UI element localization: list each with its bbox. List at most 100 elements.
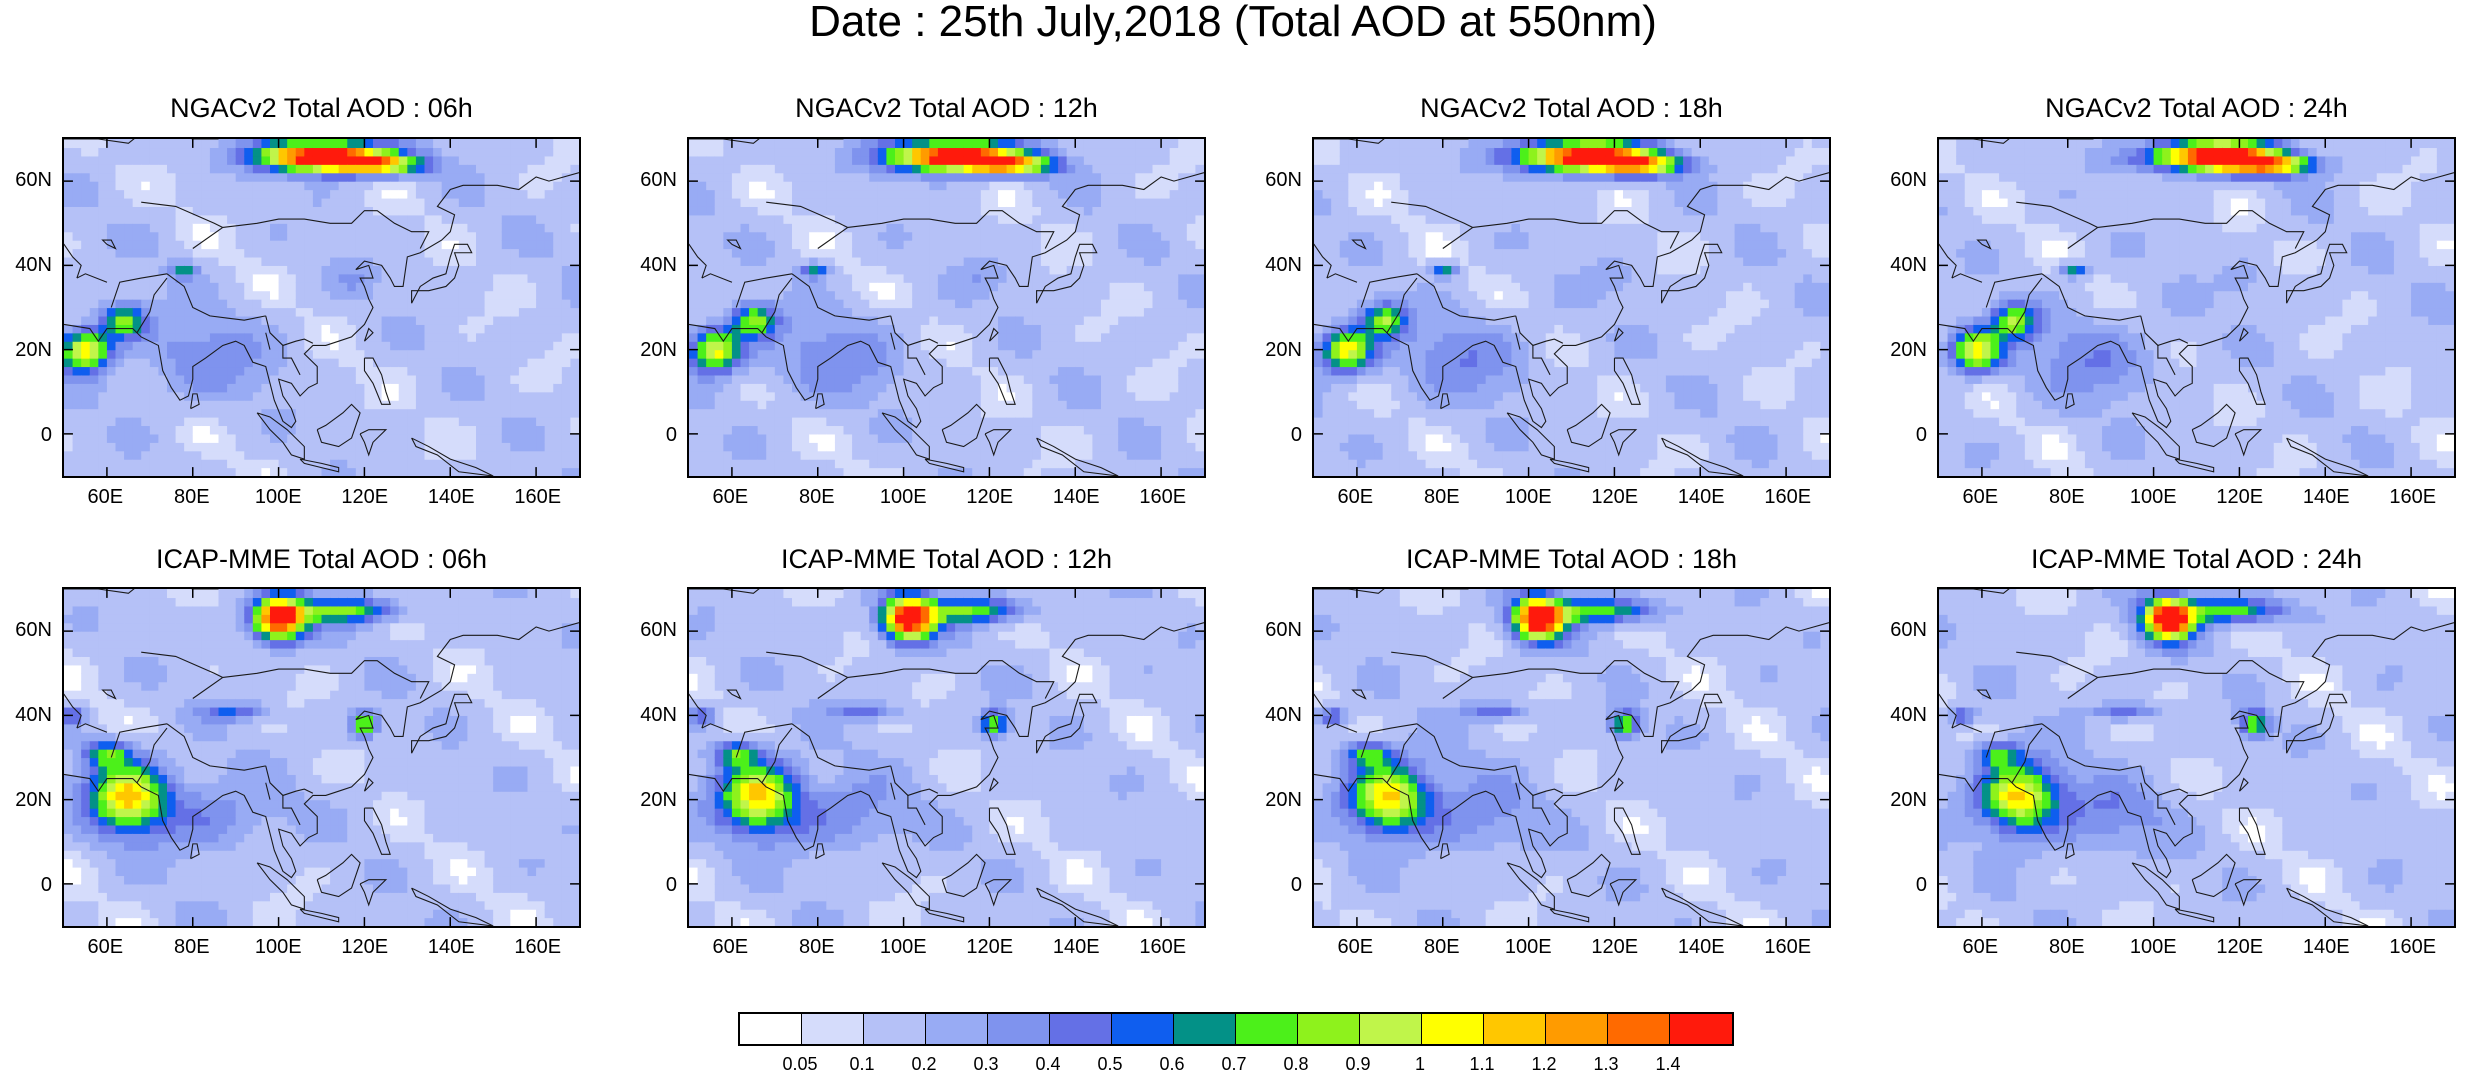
aod-field-cells <box>1314 589 1829 926</box>
lon-tick-label: 80E <box>2032 486 2102 508</box>
lon-tick-label: 100E <box>868 936 938 958</box>
lat-tick-label: 40N <box>629 704 677 726</box>
lon-tick-label: 60E <box>70 936 140 958</box>
figure-title: Date : 25th July,2018 (Total AOD at 550n… <box>0 0 2466 44</box>
lat-tick-label: 20N <box>629 339 677 361</box>
lon-tick-label: 160E <box>1753 486 1823 508</box>
lon-tick-label: 60E <box>1945 486 2015 508</box>
colorbar-swatch <box>1050 1014 1112 1044</box>
lat-tick-label: 0 <box>4 874 52 896</box>
lat-tick-label: 20N <box>1879 339 1927 361</box>
lat-tick-label: 0 <box>1879 874 1927 896</box>
lon-tick-label: 80E <box>1407 486 1477 508</box>
aod-field-cells <box>64 139 579 476</box>
lon-tick-label: 140E <box>1666 486 1736 508</box>
colorbar-swatch <box>1174 1014 1236 1044</box>
colorbar-level-label: 0.7 <box>1204 1054 1264 1074</box>
lat-tick-label: 40N <box>1879 704 1927 726</box>
lon-tick-label: 120E <box>1580 486 1650 508</box>
aod-field-map <box>1314 589 1829 926</box>
aod-colorbar <box>738 1012 1734 1046</box>
colorbar-level-label: 0.6 <box>1142 1054 1202 1074</box>
lat-tick-label: 20N <box>1254 339 1302 361</box>
lat-tick-label: 0 <box>1879 424 1927 446</box>
lat-tick-label: 60N <box>1879 619 1927 641</box>
lon-tick-label: 80E <box>1407 936 1477 958</box>
lat-tick-label: 40N <box>1254 704 1302 726</box>
lon-tick-label: 120E <box>1580 936 1650 958</box>
aod-field-cells <box>689 139 1204 476</box>
map-panel-icap-24h <box>1937 587 2456 928</box>
lon-tick-label: 100E <box>2118 486 2188 508</box>
lat-tick-label: 0 <box>1254 424 1302 446</box>
lon-tick-label: 60E <box>70 486 140 508</box>
lon-tick-label: 100E <box>243 486 313 508</box>
colorbar-swatch <box>1422 1014 1484 1044</box>
lon-tick-label: 100E <box>2118 936 2188 958</box>
aod-field-cells <box>1314 139 1829 476</box>
aod-field-map <box>64 589 579 926</box>
aod-field-cells <box>64 589 579 926</box>
map-panel-icap-18h <box>1312 587 1831 928</box>
colorbar-level-label: 1.1 <box>1452 1054 1512 1074</box>
lat-tick-label: 60N <box>1879 169 1927 191</box>
lon-tick-label: 140E <box>2291 486 2361 508</box>
lat-tick-label: 40N <box>1254 254 1302 276</box>
lat-tick-label: 0 <box>4 424 52 446</box>
lon-tick-label: 100E <box>1493 936 1563 958</box>
panel-title-ngac-18h: NGACv2 Total AOD : 18h <box>1312 92 1831 124</box>
aod-field-cells <box>1939 589 2454 926</box>
lon-tick-label: 60E <box>695 486 765 508</box>
lon-tick-label: 160E <box>2378 936 2448 958</box>
lat-tick-label: 40N <box>4 704 52 726</box>
lat-tick-label: 20N <box>1254 789 1302 811</box>
lon-tick-label: 120E <box>330 486 400 508</box>
lon-tick-label: 160E <box>1128 936 1198 958</box>
colorbar-swatch <box>1484 1014 1546 1044</box>
colorbar-swatch <box>1608 1014 1670 1044</box>
lat-tick-label: 40N <box>4 254 52 276</box>
colorbar-swatch <box>988 1014 1050 1044</box>
colorbar-level-label: 1 <box>1390 1054 1450 1074</box>
lon-tick-label: 140E <box>416 486 486 508</box>
lat-tick-label: 20N <box>4 339 52 361</box>
panel-title-ngac-24h: NGACv2 Total AOD : 24h <box>1937 92 2456 124</box>
panel-title-icap-12h: ICAP-MME Total AOD : 12h <box>687 543 1206 575</box>
lat-tick-label: 20N <box>1879 789 1927 811</box>
lon-tick-label: 80E <box>157 486 227 508</box>
colorbar-level-label: 1.3 <box>1576 1054 1636 1074</box>
lon-tick-label: 60E <box>695 936 765 958</box>
aod-field-map <box>1939 139 2454 476</box>
panel-title-icap-18h: ICAP-MME Total AOD : 18h <box>1312 543 1831 575</box>
lon-tick-label: 80E <box>2032 936 2102 958</box>
colorbar-level-label: 1.4 <box>1638 1054 1698 1074</box>
lon-tick-label: 120E <box>330 936 400 958</box>
lon-tick-label: 120E <box>2205 936 2275 958</box>
colorbar-swatch <box>1670 1014 1732 1044</box>
lat-tick-label: 60N <box>1254 619 1302 641</box>
map-panel-icap-12h <box>687 587 1206 928</box>
lon-tick-label: 80E <box>782 936 852 958</box>
lon-tick-label: 140E <box>1041 936 1111 958</box>
colorbar-level-label: 0.9 <box>1328 1054 1388 1074</box>
colorbar-swatch <box>1236 1014 1298 1044</box>
colorbar-level-label: 0.05 <box>770 1054 830 1074</box>
lon-tick-label: 80E <box>157 936 227 958</box>
colorbar-level-label: 1.2 <box>1514 1054 1574 1074</box>
colorbar-swatch <box>926 1014 988 1044</box>
lon-tick-label: 140E <box>2291 936 2361 958</box>
colorbar-swatch <box>1112 1014 1174 1044</box>
colorbar-swatch <box>1360 1014 1422 1044</box>
lat-tick-label: 60N <box>4 169 52 191</box>
colorbar-swatch <box>740 1014 802 1044</box>
lon-tick-label: 100E <box>868 486 938 508</box>
lat-tick-label: 60N <box>629 619 677 641</box>
lon-tick-label: 60E <box>1320 486 1390 508</box>
lon-tick-label: 120E <box>2205 486 2275 508</box>
aod-field-cells <box>689 589 1204 926</box>
lon-tick-label: 120E <box>955 936 1025 958</box>
lat-tick-label: 40N <box>629 254 677 276</box>
lon-tick-label: 160E <box>1753 936 1823 958</box>
lon-tick-label: 100E <box>243 936 313 958</box>
lon-tick-label: 120E <box>955 486 1025 508</box>
